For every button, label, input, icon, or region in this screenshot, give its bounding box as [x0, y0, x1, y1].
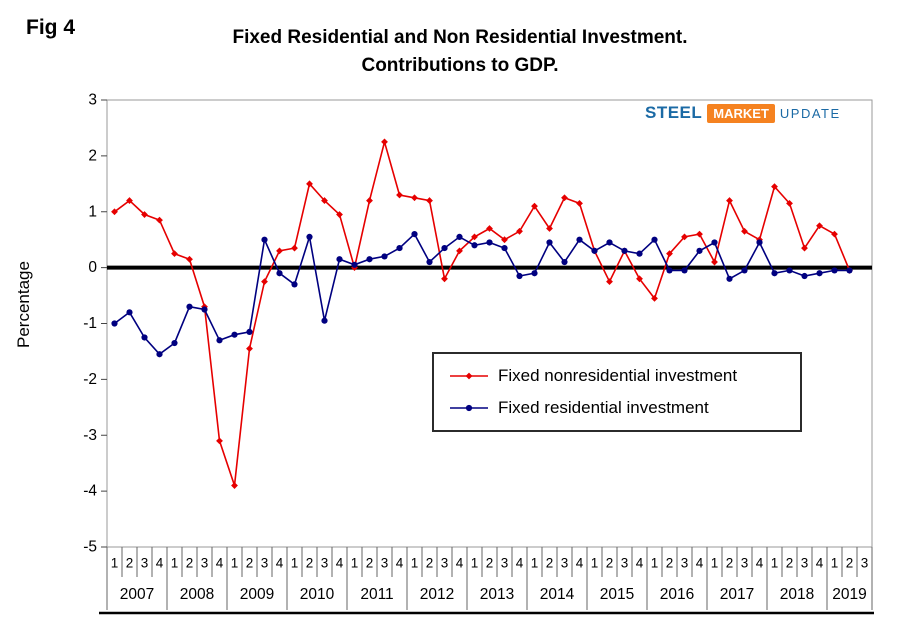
logo-update-text: UPDATE	[779, 105, 841, 121]
svg-text:4: 4	[636, 556, 644, 571]
svg-text:2: 2	[726, 556, 734, 571]
svg-text:3: 3	[141, 556, 149, 571]
svg-text:1: 1	[831, 556, 839, 571]
svg-text:2010: 2010	[300, 586, 335, 603]
svg-text:1: 1	[411, 556, 419, 571]
svg-text:4: 4	[156, 556, 164, 571]
svg-text:1: 1	[111, 556, 119, 571]
svg-text:2: 2	[88, 147, 97, 164]
svg-text:2018: 2018	[780, 586, 814, 603]
svg-text:2012: 2012	[420, 586, 454, 603]
svg-text:-5: -5	[83, 539, 97, 556]
svg-text:2016: 2016	[660, 586, 694, 603]
logo-steel-text: STEEL	[645, 103, 703, 122]
svg-text:2: 2	[786, 556, 794, 571]
svg-text:1: 1	[711, 556, 719, 571]
svg-text:4: 4	[516, 556, 524, 571]
svg-text:1: 1	[351, 556, 359, 571]
svg-text:4: 4	[456, 556, 464, 571]
svg-text:3: 3	[201, 556, 209, 571]
svg-text:2013: 2013	[480, 586, 514, 603]
svg-text:1: 1	[591, 556, 599, 571]
svg-text:1: 1	[231, 556, 239, 571]
svg-text:2009: 2009	[240, 586, 274, 603]
svg-text:1: 1	[171, 556, 179, 571]
svg-text:2: 2	[306, 556, 314, 571]
svg-text:-4: -4	[83, 483, 97, 500]
legend-label-nonresidential: Fixed nonresidential investment	[498, 366, 738, 385]
svg-text:1: 1	[771, 556, 779, 571]
svg-text:4: 4	[336, 556, 344, 571]
svg-text:3: 3	[561, 556, 569, 571]
svg-text:2011: 2011	[360, 586, 393, 603]
svg-text:2: 2	[666, 556, 674, 571]
svg-text:3: 3	[861, 556, 869, 571]
svg-text:3: 3	[621, 556, 629, 571]
svg-text:-2: -2	[83, 371, 97, 388]
svg-text:2: 2	[486, 556, 494, 571]
svg-text:4: 4	[396, 556, 404, 571]
svg-text:1: 1	[651, 556, 659, 571]
legend-marker-residential-icon	[450, 404, 488, 412]
svg-text:2014: 2014	[540, 586, 575, 603]
legend-item-residential: Fixed residential investment	[450, 398, 800, 418]
legend-label-residential: Fixed residential investment	[498, 398, 709, 417]
svg-text:3: 3	[88, 92, 97, 109]
logo-market-badge: MARKET	[707, 103, 775, 123]
chart-title-line1: Fixed Residential and Non Residential In…	[232, 27, 688, 48]
svg-text:3: 3	[261, 556, 269, 571]
svg-text:1: 1	[291, 556, 299, 571]
svg-text:3: 3	[501, 556, 509, 571]
steel-market-update-logo: STEEL MARKET UPDATE	[645, 103, 841, 123]
figure-number: Fig 4	[26, 16, 76, 39]
svg-text:-1: -1	[83, 315, 97, 332]
svg-text:4: 4	[816, 556, 824, 571]
svg-text:3: 3	[801, 556, 809, 571]
svg-text:-3: -3	[83, 427, 97, 444]
svg-text:2: 2	[426, 556, 434, 571]
svg-text:2: 2	[366, 556, 374, 571]
svg-text:3: 3	[441, 556, 449, 571]
svg-text:3: 3	[381, 556, 389, 571]
svg-text:1: 1	[531, 556, 539, 571]
svg-text:4: 4	[216, 556, 224, 571]
svg-text:0: 0	[88, 259, 97, 276]
svg-text:2: 2	[846, 556, 854, 571]
svg-text:2: 2	[126, 556, 134, 571]
svg-text:3: 3	[681, 556, 689, 571]
svg-text:2: 2	[186, 556, 194, 571]
svg-text:2: 2	[546, 556, 554, 571]
svg-text:2007: 2007	[120, 586, 154, 603]
svg-text:2008: 2008	[180, 586, 214, 603]
svg-text:4: 4	[756, 556, 764, 571]
svg-text:2017: 2017	[720, 586, 754, 603]
svg-text:2: 2	[246, 556, 254, 571]
svg-text:4: 4	[576, 556, 584, 571]
legend-item-nonresidential: Fixed nonresidential investment	[450, 366, 800, 386]
svg-text:1: 1	[471, 556, 479, 571]
svg-text:4: 4	[276, 556, 284, 571]
chart-title-line2: Contributions to GDP.	[361, 55, 559, 76]
svg-text:2015: 2015	[600, 586, 634, 603]
svg-text:3: 3	[741, 556, 749, 571]
chart-title: Fixed Residential and Non Residential In…	[110, 24, 810, 80]
legend-marker-nonresidential-icon	[450, 372, 488, 380]
svg-text:3: 3	[321, 556, 329, 571]
svg-text:4: 4	[696, 556, 704, 571]
svg-text:1: 1	[88, 203, 97, 220]
chart-legend: Fixed nonresidential investment Fixed re…	[432, 352, 802, 432]
svg-text:2: 2	[606, 556, 614, 571]
svg-text:2019: 2019	[832, 586, 866, 603]
